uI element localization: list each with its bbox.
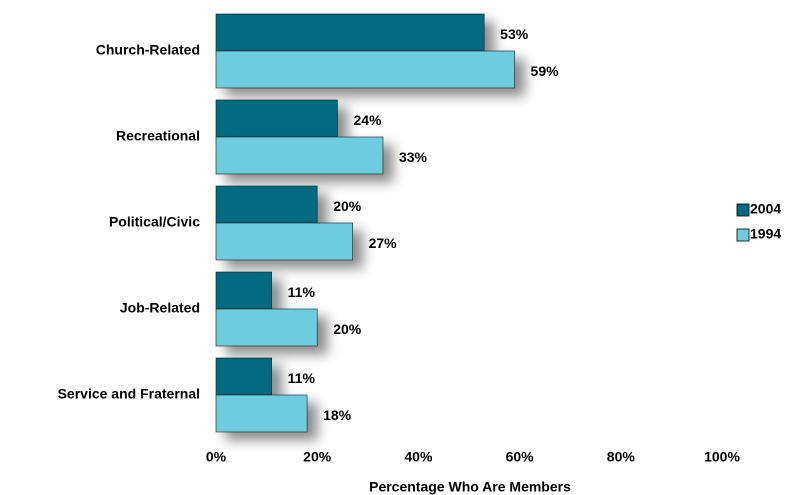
legend-label: 2004 bbox=[750, 201, 781, 217]
bar bbox=[215, 394, 308, 433]
bar bbox=[215, 50, 515, 89]
category-label: Political/Civic bbox=[109, 214, 200, 230]
bar bbox=[215, 136, 384, 175]
x-axis-title: Percentage Who Are Members bbox=[369, 479, 571, 495]
bar bbox=[215, 99, 338, 138]
bar bbox=[215, 357, 272, 396]
bar bbox=[215, 13, 485, 52]
x-tick-label: 80% bbox=[607, 449, 636, 465]
category-label: Service and Fraternal bbox=[58, 386, 200, 402]
x-tick-label: 20% bbox=[303, 449, 332, 465]
x-tick-label: 60% bbox=[506, 449, 535, 465]
bar bbox=[215, 271, 272, 310]
value-label: 18% bbox=[323, 407, 352, 423]
value-label: 11% bbox=[288, 284, 316, 300]
value-label: 20% bbox=[333, 198, 362, 214]
bar bbox=[215, 308, 318, 347]
category-label: Job-Related bbox=[120, 300, 200, 316]
value-label: 27% bbox=[369, 235, 398, 251]
value-label: 59% bbox=[531, 63, 560, 79]
value-label: 20% bbox=[333, 321, 362, 337]
value-label: 11% bbox=[288, 370, 316, 386]
value-label: 53% bbox=[500, 26, 529, 42]
x-tick-label: 40% bbox=[404, 449, 433, 465]
bar bbox=[215, 222, 353, 261]
legend-label: 1994 bbox=[750, 226, 781, 242]
x-tick-label: 100% bbox=[704, 449, 740, 465]
legend-swatch bbox=[736, 203, 750, 217]
x-tick-label: 0% bbox=[206, 449, 227, 465]
value-label: 33% bbox=[399, 149, 428, 165]
category-label: Recreational bbox=[116, 128, 200, 144]
bar bbox=[215, 185, 318, 224]
category-label: Church-Related bbox=[96, 42, 200, 58]
legend-swatch bbox=[736, 228, 750, 242]
value-label: 24% bbox=[353, 112, 382, 128]
